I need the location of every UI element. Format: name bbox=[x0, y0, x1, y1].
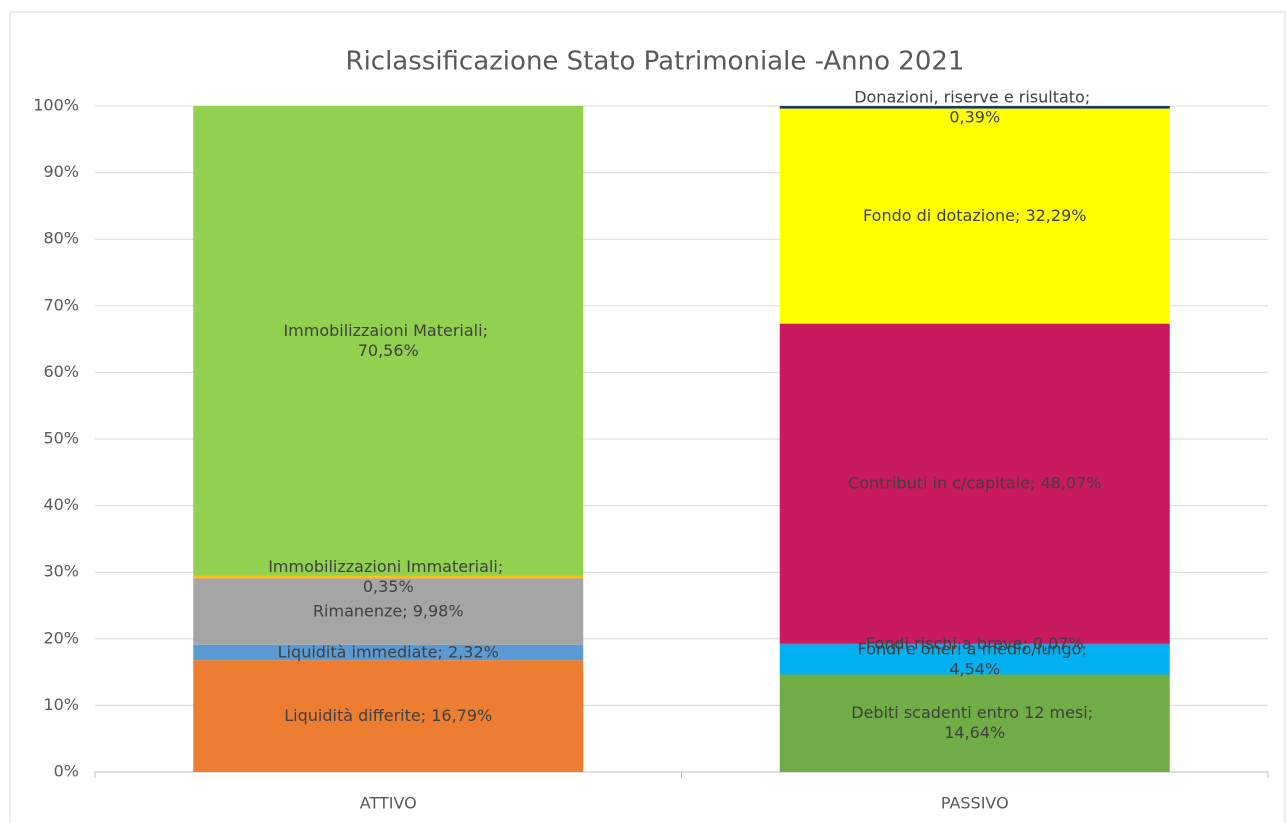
data-label: Rimanenze; 9,98% bbox=[313, 601, 464, 620]
bar-segment bbox=[779, 674, 1170, 772]
data-label: Fondi e oneri a medio/lungo; 4,54% bbox=[858, 639, 1092, 678]
y-tick-label: 40% bbox=[43, 495, 79, 514]
y-tick-label: 80% bbox=[43, 229, 79, 248]
data-label: Immobilizzaioni Materiali; 70,56% bbox=[283, 320, 493, 359]
bar-segment bbox=[193, 106, 584, 576]
data-label: Immobilizzazioni Immateriali; 0,35% bbox=[268, 557, 508, 596]
bar-segment bbox=[779, 106, 1170, 109]
data-label: Debiti scadenti entro 12 mesi; 14,64% bbox=[851, 703, 1098, 742]
bar-segment bbox=[193, 644, 584, 661]
bar-segment bbox=[779, 108, 1170, 324]
bar-segment bbox=[193, 660, 584, 772]
y-tick-label: 70% bbox=[43, 295, 79, 314]
y-tick-label: 10% bbox=[43, 695, 79, 714]
x-tick-label: ATTIVO bbox=[360, 794, 417, 813]
bar-segment bbox=[779, 323, 1170, 644]
y-tick-label: 90% bbox=[43, 162, 79, 181]
y-tick-label: 0% bbox=[54, 762, 79, 781]
bar-segment bbox=[779, 644, 1170, 675]
data-label: Fondi rischi a breve; 0,07% bbox=[866, 634, 1084, 653]
chart-title: Riclassificazione Stato Patrimoniale -An… bbox=[346, 47, 965, 77]
y-tick-label: 30% bbox=[43, 562, 79, 581]
data-label: Contributi in c/capitale; 48,07% bbox=[848, 473, 1101, 492]
y-tick-label: 50% bbox=[43, 429, 79, 448]
data-label: Liquidità immediate; 2,32% bbox=[278, 642, 499, 661]
y-tick-label: 100% bbox=[33, 96, 79, 115]
data-label: Fondo di dotazione; 32,29% bbox=[863, 206, 1086, 225]
y-tick-label: 20% bbox=[43, 628, 79, 647]
data-label: Donazioni, riserve e risultato; 0,39% bbox=[854, 87, 1095, 126]
data-label: Liquidità differite; 16,79% bbox=[284, 706, 492, 725]
y-tick-label: 60% bbox=[43, 362, 79, 381]
bar-segment bbox=[193, 578, 584, 645]
x-tick-label: PASSIVO bbox=[941, 794, 1009, 813]
bar-segment bbox=[193, 575, 584, 579]
